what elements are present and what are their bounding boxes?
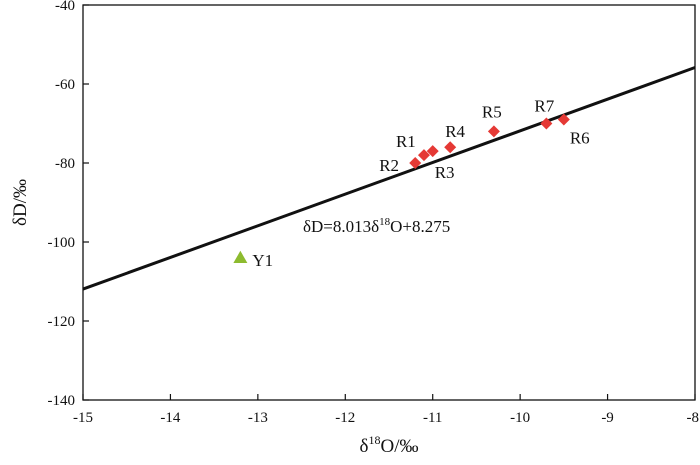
regression-equation: δD=8.013δ18O+8.275 — [303, 216, 450, 236]
data-point-r7 — [540, 117, 553, 130]
y-tick-label: -100 — [48, 235, 76, 251]
ticks-layer: -15 -14 -13 -12 -11 -10 -9 -8 -140 -120 -100 -80 -60… — [48, 0, 700, 426]
equation-superscript: 18 — [379, 216, 391, 228]
x-tick-label: -15 — [73, 410, 93, 426]
point-label-r3: R3 — [435, 163, 455, 182]
x-tick-label: -9 — [601, 410, 614, 426]
point-label-r7: R7 — [534, 97, 554, 116]
point-label-r2: R2 — [379, 156, 399, 175]
regression-line — [82, 66, 696, 291]
data-point-r4 — [444, 141, 457, 154]
y-tick-label: -60 — [55, 77, 75, 93]
equation-part-b: O+8.275 — [390, 217, 450, 236]
y-tick-label: -140 — [48, 393, 76, 409]
point-label-r4: R4 — [445, 122, 465, 141]
point-label-y1: Y1 — [252, 251, 273, 270]
x-tick-label: -10 — [510, 410, 530, 426]
labels-layer: R1 R2 R3 R4 R5 R6 R7 Y1 — [252, 97, 589, 270]
x-tick-label: -11 — [423, 410, 442, 426]
data-point-r5 — [487, 125, 500, 138]
x-tick-label: -8 — [687, 410, 700, 426]
data-point-r6 — [557, 113, 570, 126]
point-label-r5: R5 — [482, 102, 502, 121]
equation-part-a: δD=8.013δ — [303, 217, 379, 236]
point-label-r1: R1 — [396, 132, 416, 151]
x-tick-label: -14 — [160, 410, 180, 426]
data-point-r1 — [417, 149, 430, 162]
plot-frame — [82, 4, 696, 401]
data-point-r2 — [409, 157, 422, 169]
x-axis-title: δ18O/‰ — [360, 433, 419, 457]
x-axis-title-superscript: 18 — [368, 433, 380, 447]
x-tick-label: -13 — [248, 410, 268, 426]
regression-layer — [82, 66, 696, 291]
y-tick-label: -80 — [55, 156, 75, 172]
y-tick-label: -120 — [48, 314, 76, 330]
point-label-r6: R6 — [570, 129, 590, 148]
x-axis-title-rest: O/‰ — [380, 436, 418, 457]
data-point-y1 — [233, 250, 248, 264]
x-tick-label: -12 — [335, 410, 355, 426]
x-axis-title-symbol: δ — [360, 436, 369, 457]
y-tick-label: -40 — [55, 0, 75, 14]
y-axis-title: δD/‰ — [10, 179, 31, 226]
points-layer — [233, 113, 570, 264]
data-point-r3 — [426, 145, 439, 158]
